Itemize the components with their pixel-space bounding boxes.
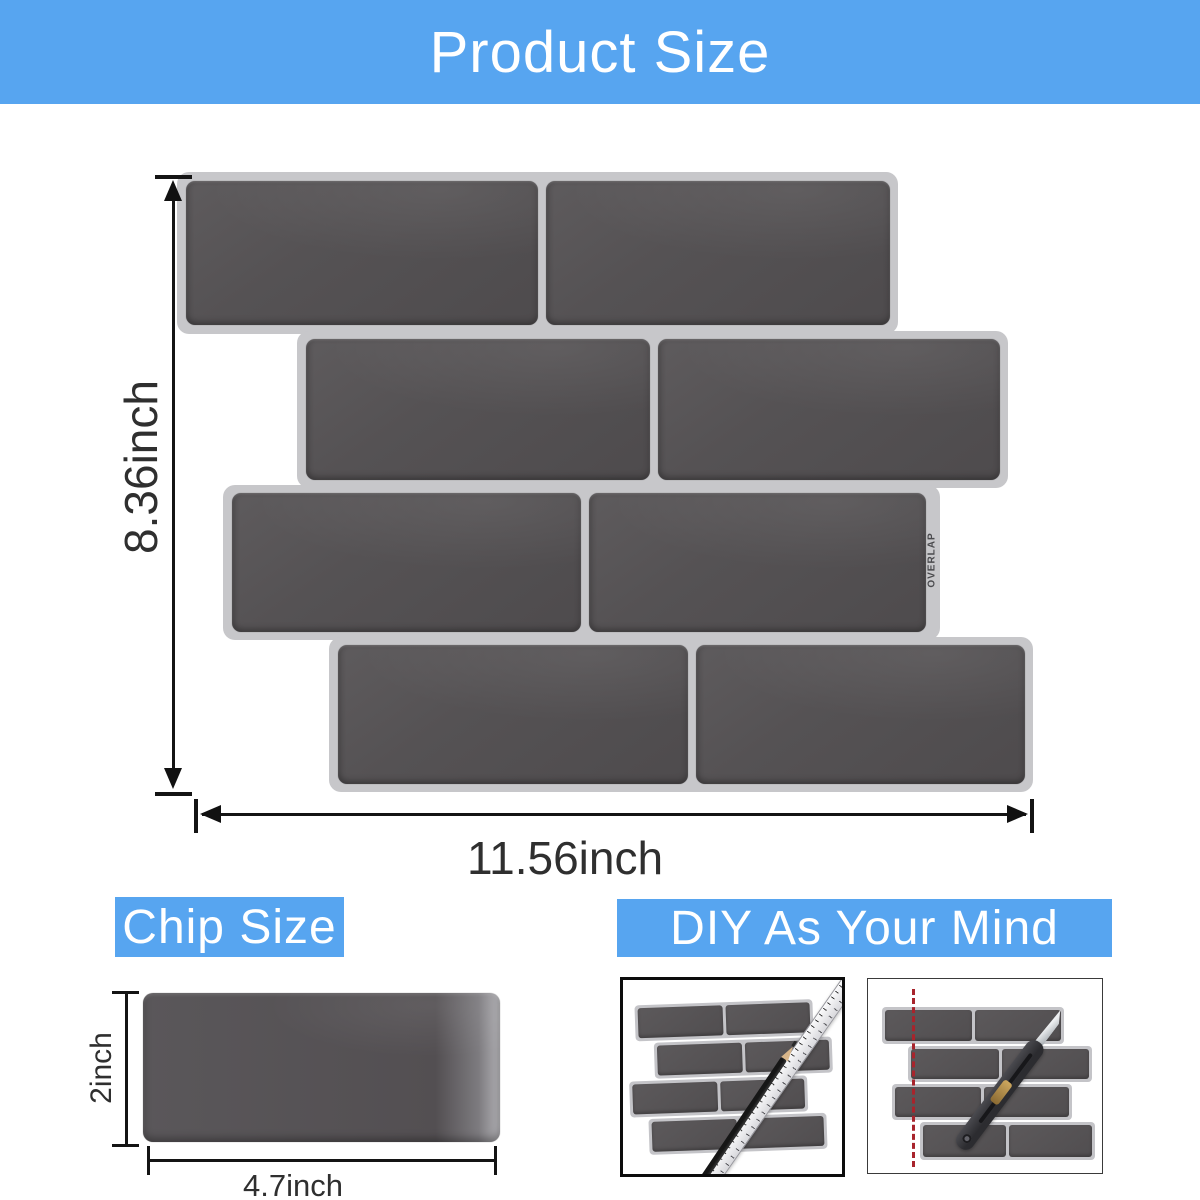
dimension-tick (155, 792, 192, 796)
dimension-line (202, 813, 1026, 816)
tile (186, 181, 538, 325)
arrowhead-up-icon (164, 180, 182, 201)
tile (338, 645, 688, 784)
dimension-line (172, 186, 175, 784)
overlap-edge-label: OVERLAP (926, 532, 938, 588)
mini-tile-sheet (868, 979, 1102, 1173)
dimension-tick (194, 799, 198, 833)
chip-tile (143, 993, 500, 1142)
diy-title: DIY As Your Mind (670, 901, 1059, 955)
arrowhead-down-icon (164, 768, 182, 789)
diy-banner: DIY As Your Mind (617, 899, 1112, 957)
product-size-banner: Product Size (0, 0, 1200, 104)
sheet-height-label: 8.36inch (115, 380, 167, 554)
tile (232, 493, 581, 632)
page-title: Product Size (429, 19, 771, 85)
photo-measuring-tile (620, 977, 845, 1177)
chip-size-banner: Chip Size (115, 897, 344, 957)
chip-height-label: 2inch (85, 1032, 118, 1104)
chip-size-title: Chip Size (122, 900, 337, 954)
dimension-line (125, 993, 128, 1146)
tile (658, 339, 1000, 480)
tile (306, 339, 650, 480)
photo-cutting-tile (867, 978, 1103, 1174)
arrowhead-left-icon (200, 805, 221, 823)
arrowhead-right-icon (1007, 805, 1028, 823)
tile (546, 181, 890, 325)
tile (696, 645, 1025, 784)
dimension-tick (1030, 799, 1034, 833)
dimension-line (148, 1159, 497, 1162)
sheet-width-label: 11.56inch (466, 832, 664, 884)
dimension-tick (112, 991, 139, 994)
dimension-tick (155, 175, 192, 179)
tile (589, 493, 926, 632)
chip-width-label: 4.7inch (243, 1168, 343, 1200)
cut-guide-dashed-line (912, 989, 915, 1167)
